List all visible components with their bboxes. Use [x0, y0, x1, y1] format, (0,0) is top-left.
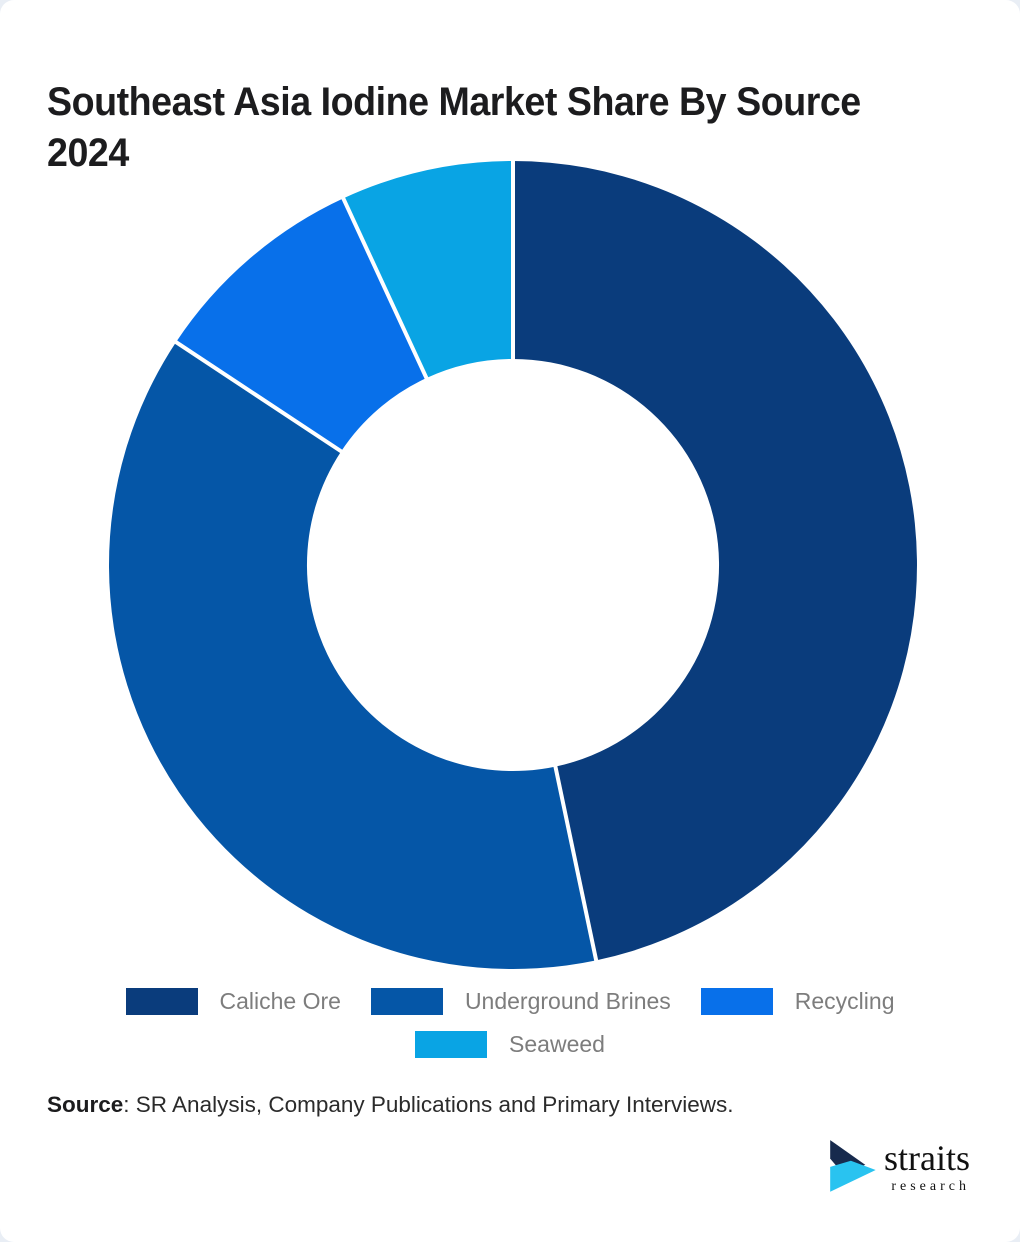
source-text: : SR Analysis, Company Publications and … — [123, 1092, 734, 1117]
donut-segment-seaweed[interactable] — [343, 161, 513, 379]
chart-legend: Caliche Ore Underground Brines Recycling Se… — [100, 988, 920, 1058]
segment-divider — [341, 196, 429, 380]
source-line: Source: SR Analysis, Company Publication… — [47, 1092, 734, 1118]
legend-label: Underground Brines — [464, 988, 671, 1014]
legend-label: Recycling — [794, 988, 895, 1014]
donut-segment-caliche-ore[interactable] — [513, 161, 917, 961]
chart-title: Southeast Asia Iodine Market Share By So… — [47, 79, 861, 175]
legend-item-recycling[interactable]: Recycling — [700, 988, 895, 1015]
donut-segment-underground-brines[interactable] — [109, 342, 597, 969]
legend-item-underground-brines[interactable]: Underground Brines — [370, 988, 671, 1015]
logo-cyan-chevron — [830, 1160, 876, 1192]
segment-divider — [174, 339, 344, 454]
logo-subtitle: research — [891, 1178, 970, 1194]
legend-item-caliche-ore[interactable]: Caliche Ore — [125, 988, 341, 1015]
logo-name: straits — [884, 1138, 970, 1178]
segment-divider — [553, 765, 599, 962]
straits-logo-icon — [830, 1140, 876, 1192]
donut-chart-area — [101, 153, 925, 977]
legend-swatch-icon — [700, 988, 773, 1015]
legend-swatch-icon — [125, 988, 198, 1015]
legend-item-seaweed[interactable]: Seaweed — [415, 1031, 605, 1058]
legend-label: Seaweed — [509, 1031, 605, 1057]
source-label: Source — [47, 1092, 124, 1117]
straits-research-logo: straits research — [826, 1138, 970, 1200]
legend-swatch-icon — [415, 1031, 488, 1058]
legend-swatch-icon — [370, 988, 443, 1015]
logo-text: straits research — [884, 1138, 970, 1195]
legend-label: Caliche Ore — [219, 988, 341, 1014]
donut-chart — [109, 160, 917, 969]
donut-segment-recycling[interactable] — [176, 198, 427, 452]
